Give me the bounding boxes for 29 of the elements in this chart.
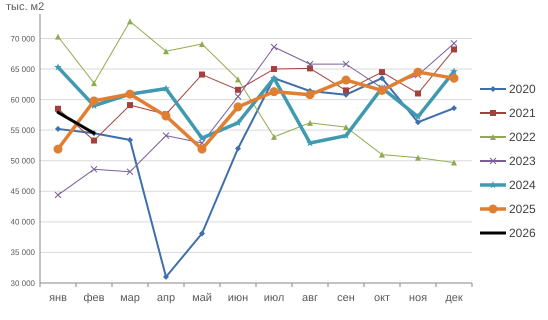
x-tick-label: ноя [408,292,428,304]
x-tick-label: мар [120,292,140,304]
x-tick-label: фев [83,292,105,304]
y-tick-label: 55 000 [10,126,36,135]
y-tick-label: 60 000 [10,95,36,104]
legend-label: 2026 [509,226,536,240]
x-tick-label: дек [445,292,463,304]
y-tick-label: 65 000 [10,64,36,74]
y-tick-label: 45 000 [10,187,36,196]
legend-label: 2022 [509,130,536,144]
y-tick-label: 50 000 [10,156,36,166]
y-tick-label: 30 000 [10,278,36,288]
x-tick-label: июл [264,292,284,304]
legend-label: 2021 [509,106,536,120]
x-tick-label: май [192,292,212,304]
y-tick-label: 35 000 [10,248,36,258]
x-tick-label: апр [156,292,176,304]
y-tick-label: 70 000 [10,34,36,44]
y-tick-label: 40 000 [10,218,36,227]
x-tick-label: янв [49,292,68,304]
x-tick-label: июн [228,292,248,304]
x-tick-label: окт [374,292,390,304]
legend-label: 2023 [509,154,536,168]
legend-label: 2020 [509,82,536,96]
legend-label: 2025 [509,202,536,216]
x-tick-label: авг [302,292,318,304]
legend-label: 2024 [509,178,536,192]
x-tick-label: сен [337,292,355,304]
y-axis-title: тыс. м2 [6,1,44,13]
